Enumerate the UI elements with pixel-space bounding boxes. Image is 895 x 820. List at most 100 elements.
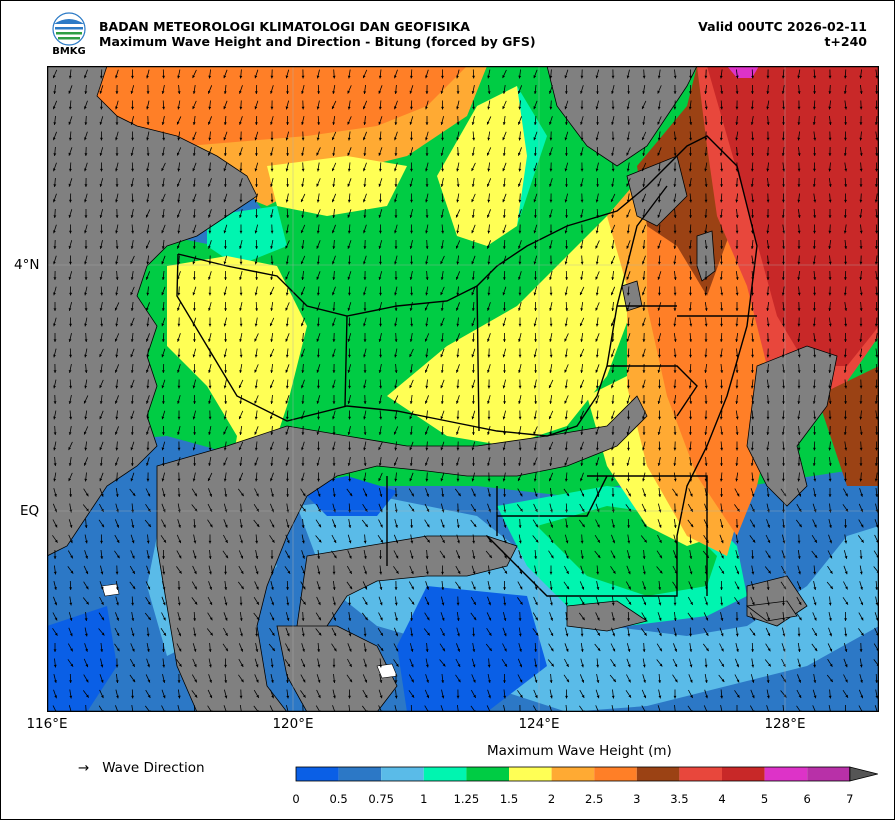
wave-arrow-head [564,416,568,420]
wave-arrow-head [285,307,289,311]
wave-arrow-head [99,370,103,373]
direction-legend-label: Wave Direction [102,760,205,776]
wave-arrow-head [208,230,212,234]
wave-arrow-head [611,168,615,172]
wave-arrow-head [581,571,584,575]
wave-arrow-head [301,432,305,435]
lat-label-eq: EQ [20,503,40,519]
wave-arrow-head [208,292,212,296]
wave-arrow-head [549,401,553,404]
wave-arrow-head [178,663,182,667]
wave-arrow-head [719,137,723,141]
wave-arrow-head [99,478,103,482]
wave-arrow-head [161,447,165,451]
wave-arrow-head [657,307,661,311]
wave-arrow-head [580,246,583,249]
wave-arrow-head [689,432,692,435]
wave-arrow-head [363,432,367,435]
wave-arrow-head [813,292,816,296]
wave-arrow-head [379,292,382,296]
wave-arrow-head [596,680,600,683]
wave-arrow-head [332,447,335,451]
wave-arrow-head [535,632,539,636]
wave-arrow-head [115,122,119,125]
wave-arrow-head [161,246,165,249]
wave-arrow-head [347,152,351,156]
wave-arrow-head [565,618,569,621]
wave-arrow-head [409,277,413,280]
wave-arrow-head [735,385,739,389]
wave-arrow-head [781,91,785,94]
wave-arrow-head [735,122,739,125]
wave-arrow-head [53,385,56,389]
wave-arrow-head [565,184,568,187]
wave-arrow-head [301,525,305,528]
wave-arrow-head [393,431,397,435]
wave-arrow-head [829,663,833,667]
wave-arrow-head [116,633,120,636]
wave-arrow-head [441,463,444,466]
wave-arrow-head [828,385,832,389]
wave-arrow-head [502,447,506,451]
wave-arrow-head [318,632,322,636]
wave-arrow-head [487,276,490,280]
wave-arrow-head [534,308,537,311]
wave-arrow-head [797,246,801,249]
wave-arrow-head [99,183,103,187]
wave-arrow-head [502,184,506,187]
wave-arrow-head [658,587,662,590]
wave-arrow-head [548,416,552,420]
wave-arrow-head [750,122,754,125]
wave-arrow-head [316,369,320,373]
wave-arrow-head [224,277,227,280]
wave-arrow-head [814,555,818,558]
wave-arrow-head [53,354,56,358]
wave-arrow-head [628,694,631,698]
colorbar-swatch [679,767,722,781]
wave-arrow-head [782,122,785,125]
wave-arrow-head [720,540,724,544]
wave-arrow-head [300,199,304,203]
wave-arrow-head [100,571,104,575]
wave-arrow-head [533,199,537,203]
wave-arrow-head [874,122,878,125]
wave-arrow-head [100,679,104,683]
wave-arrow-head [720,432,724,435]
wave-arrow-head [378,214,382,218]
wave-arrow-head [301,478,304,482]
wave-arrow-head [99,401,103,404]
wave-arrow-head [564,462,568,466]
wave-arrow-head [626,183,630,187]
wave-arrow-head [85,586,89,590]
wave-arrow-head [843,153,847,156]
wave-arrow-head [425,649,429,652]
wave-arrow-head [673,463,677,466]
wave-arrow-head [192,416,196,420]
wave-arrow-head [533,91,537,94]
wave-arrow-head [68,183,72,187]
wave-arrow [131,705,134,712]
wave-arrow-head [612,570,616,574]
wave-arrow-head [782,370,786,373]
wave-arrow-head [642,571,646,575]
wave-arrow-head [642,199,645,203]
wave-arrow-head [845,694,848,698]
wave-arrow-head [270,230,274,234]
wave-arrow-head [409,463,413,466]
wave-arrow-head [425,261,429,265]
wave-arrow-head [394,199,397,203]
wave-arrow-head [255,540,259,544]
wave-arrow-head [766,137,770,141]
wave-arrow-head [673,261,677,265]
wave-arrow-head [254,354,258,358]
wave-arrow [812,705,817,712]
wave-arrow-head [441,524,445,528]
wave-arrow-head [317,478,320,482]
wave-arrow-head [534,401,538,404]
wave-arrow-head [411,694,415,698]
wave-arrow-head [177,245,180,249]
wave-arrow-head [224,602,228,606]
wave-arrow-head [410,168,413,172]
wave-arrow-head [316,230,320,234]
wave-arrow-head [642,323,645,327]
